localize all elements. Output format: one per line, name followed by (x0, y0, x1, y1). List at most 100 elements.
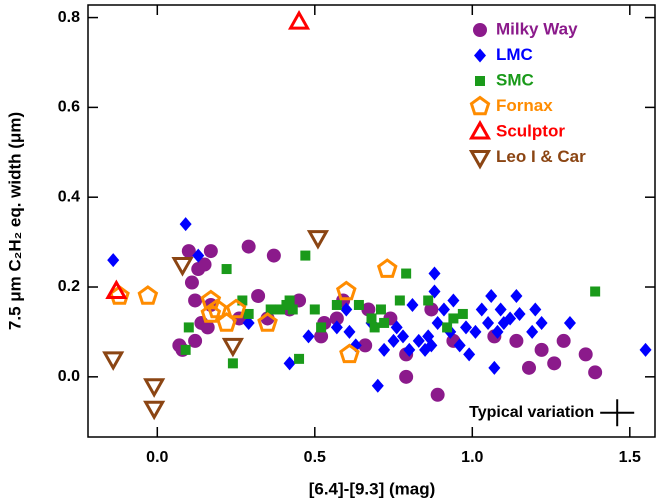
data-point (225, 298, 247, 319)
data-point (181, 244, 196, 259)
data-point (475, 302, 488, 317)
data-point (188, 293, 203, 308)
legend-text: LMC (496, 45, 533, 64)
data-point (510, 288, 523, 303)
data-point (137, 285, 159, 305)
data-point (316, 322, 327, 333)
data-point (403, 342, 416, 357)
data-point (309, 304, 320, 315)
data-point (358, 338, 373, 353)
data-point (188, 333, 203, 348)
data-point (227, 358, 238, 369)
x-tick-label: 1.0 (461, 449, 483, 466)
data-point (221, 337, 244, 358)
data-point (251, 288, 266, 303)
legend-marker (473, 23, 487, 37)
data-point (491, 324, 504, 339)
data-point (534, 342, 549, 357)
data-point (639, 342, 652, 357)
legend-marker (469, 95, 491, 116)
data-point (192, 248, 205, 263)
data-point (556, 333, 571, 348)
data-point (406, 297, 419, 312)
data-point (578, 347, 593, 362)
y-tick-label: 0.4 (58, 188, 80, 205)
data-point (375, 304, 386, 315)
data-point (376, 258, 398, 278)
data-point (243, 308, 254, 319)
data-point (329, 311, 344, 326)
data-point (412, 333, 425, 348)
data-point (447, 293, 460, 308)
data-point (387, 333, 400, 348)
data-point (428, 284, 441, 299)
data-point (287, 10, 311, 30)
data-point (197, 257, 212, 272)
data-point (143, 400, 166, 421)
data-point (522, 360, 536, 375)
data-point (180, 344, 191, 355)
legend-text: Fornax (496, 96, 553, 115)
data-point (397, 329, 409, 344)
data-point (314, 329, 329, 344)
legend-text: Leo I & Car (496, 147, 586, 166)
legend-marker (468, 150, 492, 170)
data-point (257, 312, 278, 332)
data-point (371, 378, 384, 393)
y-axis-label: 7.5 μm C₂H₂ eq. width (μm) (5, 112, 24, 330)
data-point (300, 250, 311, 261)
data-point (504, 311, 517, 326)
data-point (379, 317, 390, 328)
data-point (509, 333, 524, 348)
data-point (513, 306, 526, 321)
data-point (216, 312, 237, 332)
data-point (302, 329, 315, 344)
data-point (361, 302, 376, 317)
data-point (390, 320, 403, 335)
data-point (340, 302, 353, 317)
data-point (563, 315, 576, 330)
data-point (241, 239, 256, 254)
data-point (425, 338, 438, 353)
data-point (448, 313, 459, 324)
data-point (292, 293, 307, 308)
data-point (171, 257, 194, 277)
data-point (200, 303, 222, 323)
data-point (284, 295, 295, 306)
data-point (179, 217, 192, 232)
legend-text: Milky Way (496, 19, 578, 38)
data-point (378, 342, 391, 357)
x-tick-label: 0.0 (146, 449, 168, 466)
data-point (242, 315, 255, 330)
data-point (206, 298, 228, 319)
legend-text: Sculptor (496, 121, 565, 140)
data-point (399, 369, 414, 384)
data-point (335, 280, 357, 301)
data-point (306, 230, 330, 250)
data-point (283, 356, 296, 371)
data-point (431, 315, 444, 330)
data-point (105, 279, 128, 300)
data-point (102, 351, 125, 371)
data-point (266, 248, 281, 263)
annotation: Typical variation (469, 404, 594, 421)
data-point (428, 266, 441, 281)
legend-marker (474, 48, 486, 63)
data-point (203, 244, 218, 259)
data-point (423, 295, 434, 306)
data-point (330, 320, 343, 335)
data-point (535, 315, 548, 330)
data-point (547, 356, 562, 371)
data-point (453, 338, 466, 353)
legend-marker (475, 76, 485, 86)
data-point (275, 304, 286, 315)
data-point (237, 295, 248, 306)
data-point (287, 304, 298, 315)
data-point (221, 264, 232, 275)
data-point (200, 320, 215, 335)
data-point (494, 302, 507, 317)
data-point (457, 308, 468, 319)
data-point (485, 288, 498, 303)
x-tick-label: 1.5 (619, 449, 641, 466)
